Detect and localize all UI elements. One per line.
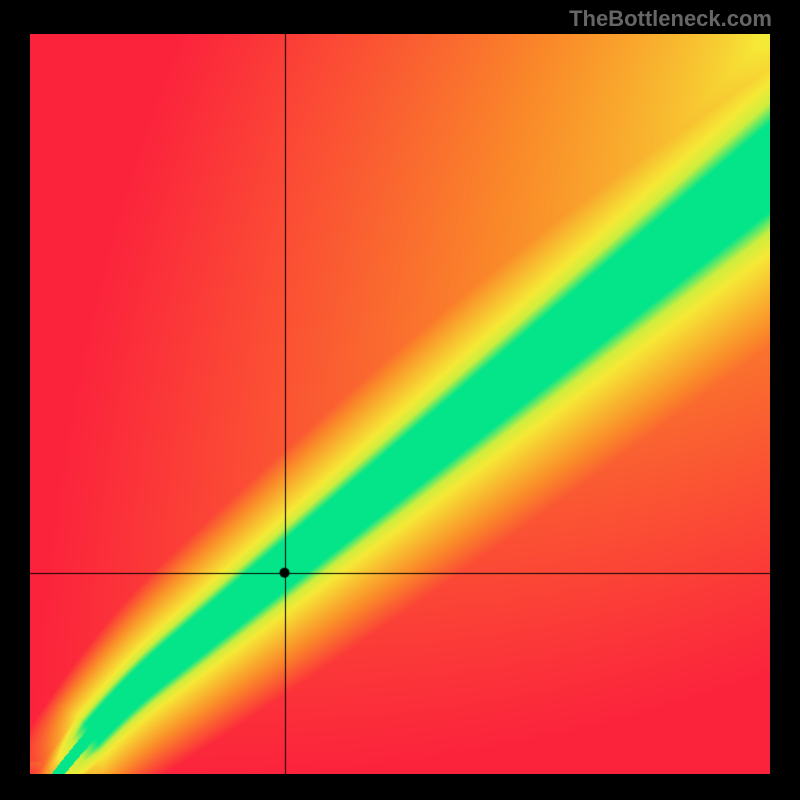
heatmap-canvas xyxy=(30,34,770,774)
watermark-text: TheBottleneck.com xyxy=(569,6,772,32)
chart-container: TheBottleneck.com xyxy=(0,0,800,800)
heatmap-plot xyxy=(30,34,770,774)
